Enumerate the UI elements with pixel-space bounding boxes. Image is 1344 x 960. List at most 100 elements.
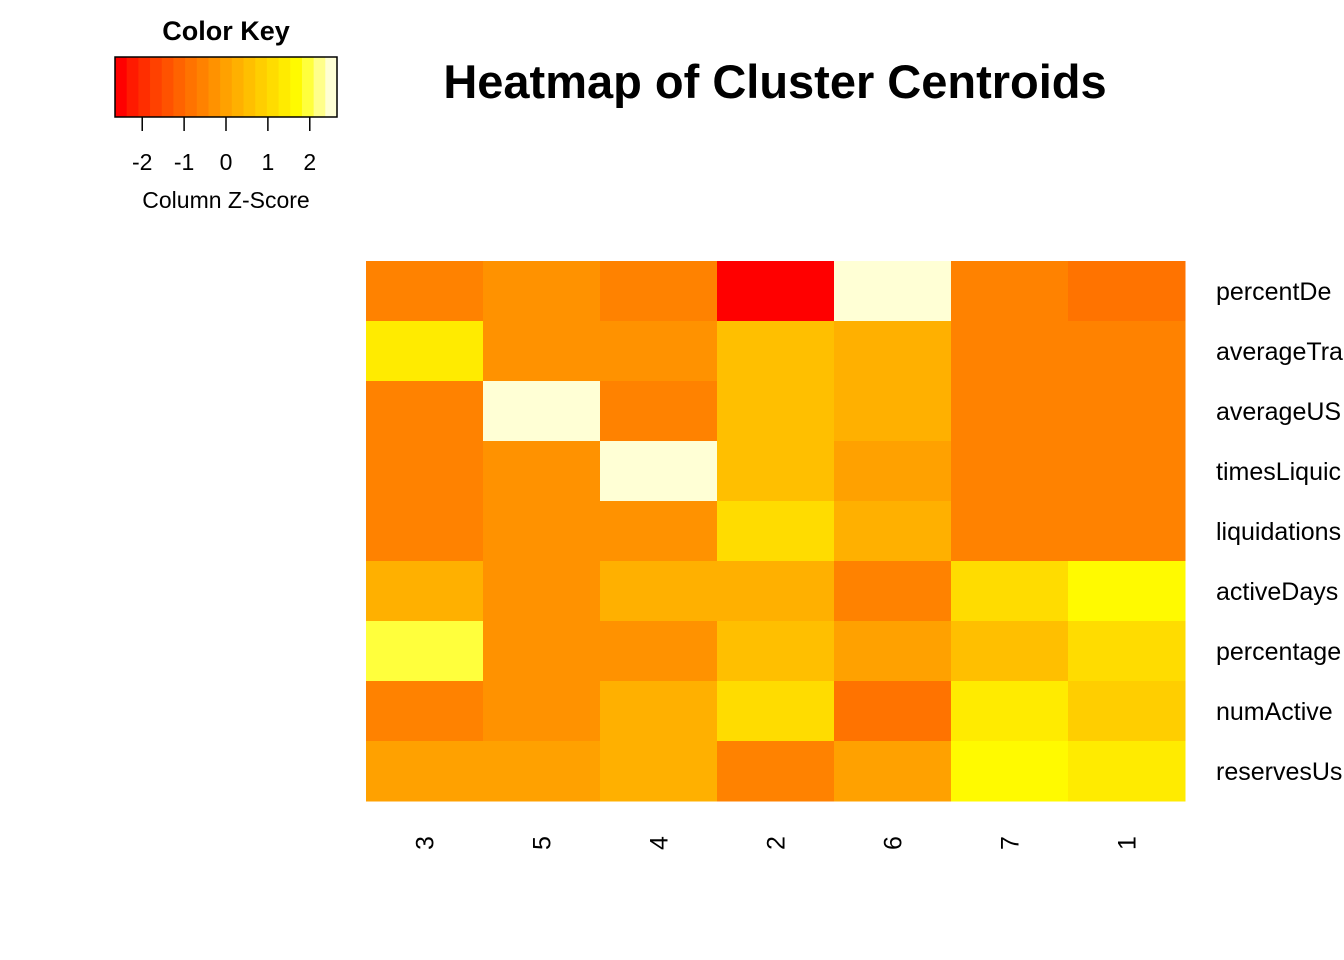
- row-label: activeDays: [1216, 578, 1338, 606]
- heatmap-cell: [483, 381, 601, 442]
- heatmap-cell: [483, 261, 601, 322]
- color-key-band: [150, 57, 163, 117]
- heatmap-cell: [717, 561, 835, 622]
- row-label: percentage: [1216, 638, 1341, 666]
- color-key-tick-label: -2: [132, 149, 152, 175]
- chart-title: Heatmap of Cluster Centroids: [443, 55, 1106, 108]
- column-label: 4: [646, 836, 674, 850]
- heatmap-cell: [600, 621, 718, 682]
- column-labels: 3 5 4 2 6 7 1: [412, 836, 1142, 850]
- color-key-band: [278, 57, 291, 117]
- color-key-band: [208, 57, 221, 117]
- color-key-band: [231, 57, 245, 117]
- heatmap-cell: [483, 441, 601, 502]
- row-label: percentDe: [1216, 278, 1331, 306]
- color-key-ticks: -2 -1 0 1 2: [132, 117, 316, 175]
- heatmap-cell: [1068, 621, 1186, 682]
- heatmap-cell: [366, 441, 484, 502]
- heatmap-cell: [483, 561, 601, 622]
- heatmap-cell: [366, 561, 484, 622]
- row-label: averageTra: [1216, 338, 1343, 366]
- heatmap-cell: [834, 621, 952, 682]
- heatmap-cell: [600, 501, 718, 562]
- color-key-band: [301, 57, 315, 117]
- heatmap-cell: [951, 681, 1069, 742]
- heatmap-cell: [1068, 741, 1186, 802]
- heatmap-cell: [483, 681, 601, 742]
- color-key-band: [220, 57, 233, 117]
- column-label: 5: [529, 836, 557, 850]
- color-key-title: Color Key: [162, 16, 290, 46]
- heatmap-cell: [951, 561, 1069, 622]
- row-label: averageUS: [1216, 398, 1341, 426]
- heatmap-cell: [600, 441, 718, 502]
- heatmap-cell: [717, 381, 835, 442]
- color-key-band: [115, 57, 128, 117]
- heatmap-cell: [834, 561, 952, 622]
- heatmap-cell: [834, 261, 952, 322]
- color-key-xlabel: Column Z-Score: [142, 187, 309, 213]
- heatmap-cell: [600, 261, 718, 322]
- heatmap-cell: [1068, 321, 1186, 382]
- heatmap-cell: [483, 501, 601, 562]
- heatmap-cell: [366, 381, 484, 442]
- heatmap-cell: [1068, 441, 1186, 502]
- heatmap-cell: [951, 441, 1069, 502]
- column-label: 7: [997, 836, 1025, 850]
- heatmap-cell: [483, 621, 601, 682]
- heatmap-cell: [717, 321, 835, 382]
- color-key-tick-label: -1: [174, 149, 194, 175]
- heatmap-cell: [717, 261, 835, 322]
- color-key-band: [266, 57, 280, 117]
- column-label: 1: [1114, 836, 1142, 850]
- heatmap-cell: [951, 261, 1069, 322]
- column-label: 3: [412, 836, 440, 850]
- heatmap-cell: [951, 321, 1069, 382]
- heatmap-cell: [1068, 261, 1186, 322]
- heatmap-cell: [366, 741, 484, 802]
- color-key-band: [138, 57, 151, 117]
- heatmap-cell: [600, 561, 718, 622]
- heatmap-cell: [951, 381, 1069, 442]
- row-labels: percentDe averageTra averageUS timesLiquic l…: [1216, 278, 1343, 786]
- color-key-band: [185, 57, 198, 117]
- heatmap-cells: [366, 261, 1186, 802]
- heatmap-cell: [600, 681, 718, 742]
- heatmap-cell: [834, 741, 952, 802]
- heatmap-cell: [600, 741, 718, 802]
- heatmap-cell: [834, 381, 952, 442]
- color-key-tick-label: 2: [303, 149, 316, 175]
- color-key-band: [161, 57, 175, 117]
- heatmap-cell: [717, 741, 835, 802]
- heatmap-cell: [366, 681, 484, 742]
- color-key-band: [313, 57, 326, 117]
- heatmap-cell: [600, 321, 718, 382]
- row-label: numActive: [1216, 698, 1333, 726]
- color-key-band: [243, 57, 256, 117]
- heatmap-cell: [951, 501, 1069, 562]
- heatmap-cell: [951, 741, 1069, 802]
- heatmap-cell: [834, 501, 952, 562]
- heatmap-cell: [834, 441, 952, 502]
- color-key-band: [173, 57, 186, 117]
- color-key-tick-label: 0: [220, 149, 233, 175]
- heatmap-cell: [1068, 561, 1186, 622]
- color-key-band: [255, 57, 268, 117]
- color-key-bands: [115, 57, 338, 117]
- heatmap-cell: [600, 381, 718, 442]
- heatmap-cell: [717, 501, 835, 562]
- row-label: reservesUs: [1216, 758, 1342, 786]
- column-label: 6: [880, 836, 908, 850]
- heatmap-cell: [1068, 501, 1186, 562]
- heatmap-cell: [1068, 381, 1186, 442]
- row-label: timesLiquic: [1216, 458, 1341, 486]
- color-key-band: [126, 57, 139, 117]
- heatmap-cell: [366, 501, 484, 562]
- heatmap-cell: [366, 621, 484, 682]
- heatmap-cell: [717, 621, 835, 682]
- heatmap-cell: [834, 681, 952, 742]
- color-key-tick-label: 1: [261, 149, 274, 175]
- heatmap-cell: [366, 321, 484, 382]
- color-key-band: [325, 57, 338, 117]
